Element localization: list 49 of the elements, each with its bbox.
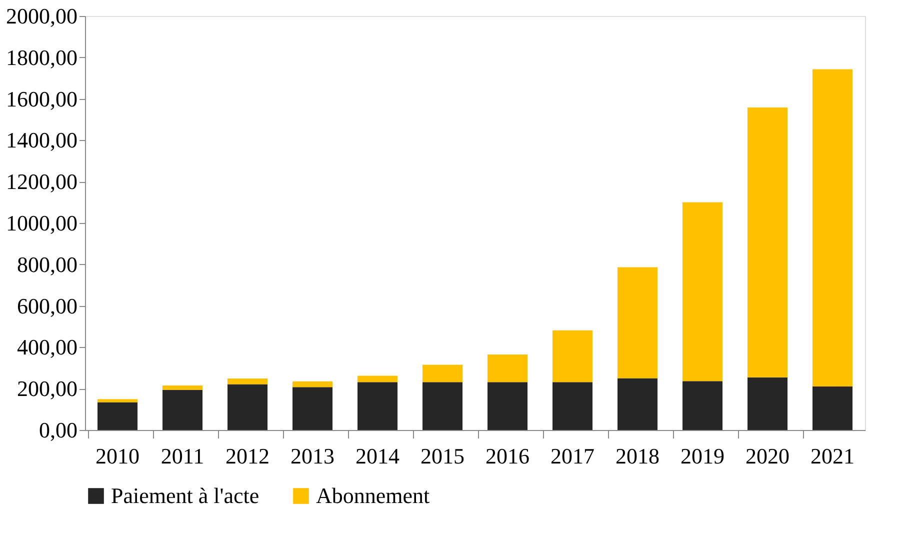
x-tick-label: 2021 — [810, 444, 854, 468]
y-tick-label: 200,00 — [17, 376, 78, 402]
x-tick-label: 2018 — [616, 444, 660, 468]
bar — [292, 387, 332, 430]
x-tick-label: 2017 — [550, 444, 594, 468]
bar — [552, 382, 592, 430]
x-tick-label: 2016 — [486, 444, 530, 468]
x-tick-label: 2010 — [96, 444, 140, 468]
y-tick-label: 1000,00 — [6, 210, 78, 236]
y-tick-label: 1200,00 — [6, 169, 78, 194]
bar — [358, 382, 398, 430]
bar — [162, 385, 202, 390]
y-tick-label: 1400,00 — [6, 128, 78, 153]
bar — [98, 402, 138, 430]
bar — [98, 399, 138, 402]
bar — [228, 384, 268, 430]
bar — [682, 202, 722, 382]
x-tick-label: 2019 — [680, 444, 724, 468]
y-tick-label: 400,00 — [17, 334, 78, 360]
bar — [812, 69, 852, 387]
legend-label: Abonnement — [316, 483, 430, 508]
bar — [812, 386, 852, 430]
bar — [552, 330, 592, 382]
bar — [618, 378, 658, 430]
bar — [228, 378, 268, 384]
bar — [358, 376, 398, 382]
x-tick-label: 2015 — [420, 444, 464, 468]
legend-label: Paiement à l'acte — [111, 483, 260, 508]
y-tick-label: 600,00 — [17, 293, 78, 318]
bar — [618, 267, 658, 378]
bar — [488, 354, 528, 382]
y-tick-label: 2000,00 — [6, 4, 78, 28]
y-tick-label: 0,00 — [39, 418, 78, 442]
bar — [292, 381, 332, 388]
bar — [488, 382, 528, 430]
bar — [422, 382, 462, 430]
y-tick-label: 1600,00 — [6, 86, 78, 112]
y-tick-label: 800,00 — [17, 252, 78, 277]
x-tick-label: 2012 — [226, 444, 270, 468]
x-tick-label: 2013 — [290, 444, 334, 468]
bar — [162, 390, 202, 430]
x-tick-label: 2011 — [160, 444, 204, 468]
x-tick-label: 2014 — [356, 444, 400, 468]
bar — [682, 381, 722, 430]
bar — [422, 364, 462, 382]
y-tick-label: 1800,00 — [6, 44, 78, 70]
x-tick-label: 2020 — [746, 444, 790, 468]
bar — [748, 377, 788, 430]
bar — [748, 107, 788, 378]
